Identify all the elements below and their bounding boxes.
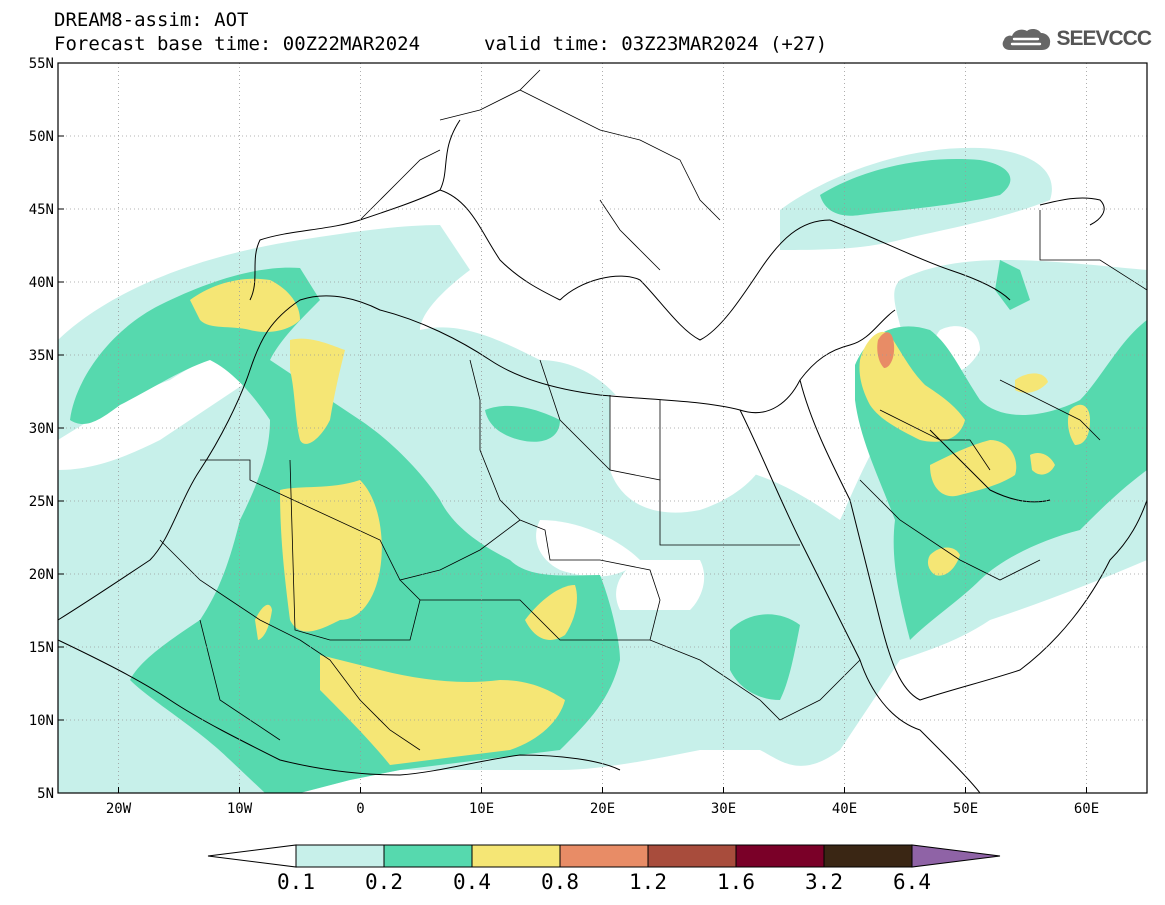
lat-tick-label: 10N bbox=[29, 713, 54, 729]
lat-tick-label: 15N bbox=[29, 640, 54, 656]
axis-ticks: 20W 10W 0 10E 20E 30E 40E 50E 60E 55N 50N 45N 40N 35N… bbox=[29, 56, 1099, 817]
aot-layer-0.8 bbox=[877, 332, 895, 368]
lat-tick-label: 55N bbox=[29, 56, 54, 72]
lat-tick-label: 20N bbox=[29, 567, 54, 583]
colorbar-label: 0.4 bbox=[453, 870, 491, 894]
colorbar-label: 3.2 bbox=[805, 870, 843, 894]
lon-tick-label: 20W bbox=[106, 801, 132, 817]
lon-tick-label: 20E bbox=[590, 801, 615, 817]
colorbar-box bbox=[559, 844, 649, 868]
colorbar-label: 0.8 bbox=[541, 870, 579, 894]
lat-tick-label: 40N bbox=[29, 275, 54, 291]
title-valid-time: valid time: 03Z23MAR2024 (+27) bbox=[484, 33, 828, 55]
lon-tick-label: 30E bbox=[711, 801, 736, 817]
lat-tick-label: 5N bbox=[37, 786, 54, 802]
lon-tick-label: 10W bbox=[227, 801, 253, 817]
title-base-time: Forecast base time: 00Z22MAR2024 bbox=[54, 33, 421, 55]
colorbar-label: 0.1 bbox=[277, 870, 315, 894]
colorbar-box bbox=[735, 844, 825, 868]
lat-tick-label: 30N bbox=[29, 421, 54, 437]
colorbar-over-triangle bbox=[911, 844, 1001, 868]
colorbar-label: 1.2 bbox=[629, 870, 667, 894]
aot-layer-0.4 bbox=[190, 278, 1090, 765]
country-borders bbox=[159, 69, 1148, 751]
title-product: DREAM8-assim: AOT bbox=[54, 9, 249, 31]
lon-tick-label: 10E bbox=[469, 801, 494, 817]
colorbar-box bbox=[823, 844, 913, 868]
lon-tick-label: 0 bbox=[356, 801, 364, 817]
colorbar-box bbox=[383, 844, 473, 868]
lon-tick-label: 40E bbox=[832, 801, 857, 817]
colorbar-label: 1.6 bbox=[717, 870, 755, 894]
seevccc-logo: SEEVCCC bbox=[1000, 26, 1152, 52]
map-plot bbox=[57, 62, 1148, 794]
colorbar-label: 6.4 bbox=[893, 870, 931, 894]
colorbar bbox=[207, 844, 1001, 868]
lon-tick-label: 50E bbox=[953, 801, 978, 817]
lat-tick-label: 35N bbox=[29, 348, 54, 364]
colorbar-under-triangle bbox=[207, 844, 297, 868]
lat-tick-label: 50N bbox=[29, 129, 54, 145]
lat-tick-label: 45N bbox=[29, 202, 54, 218]
cloud-icon bbox=[1003, 28, 1051, 50]
colorbar-box bbox=[647, 844, 737, 868]
logo-text: SEEVCCC bbox=[1056, 27, 1152, 50]
lat-tick-label: 25N bbox=[29, 494, 54, 510]
coastlines bbox=[57, 119, 1148, 794]
colorbar-box bbox=[295, 844, 385, 868]
colorbar-box bbox=[471, 844, 561, 868]
colorbar-label: 0.2 bbox=[365, 870, 403, 894]
lon-tick-label: 60E bbox=[1074, 801, 1099, 817]
